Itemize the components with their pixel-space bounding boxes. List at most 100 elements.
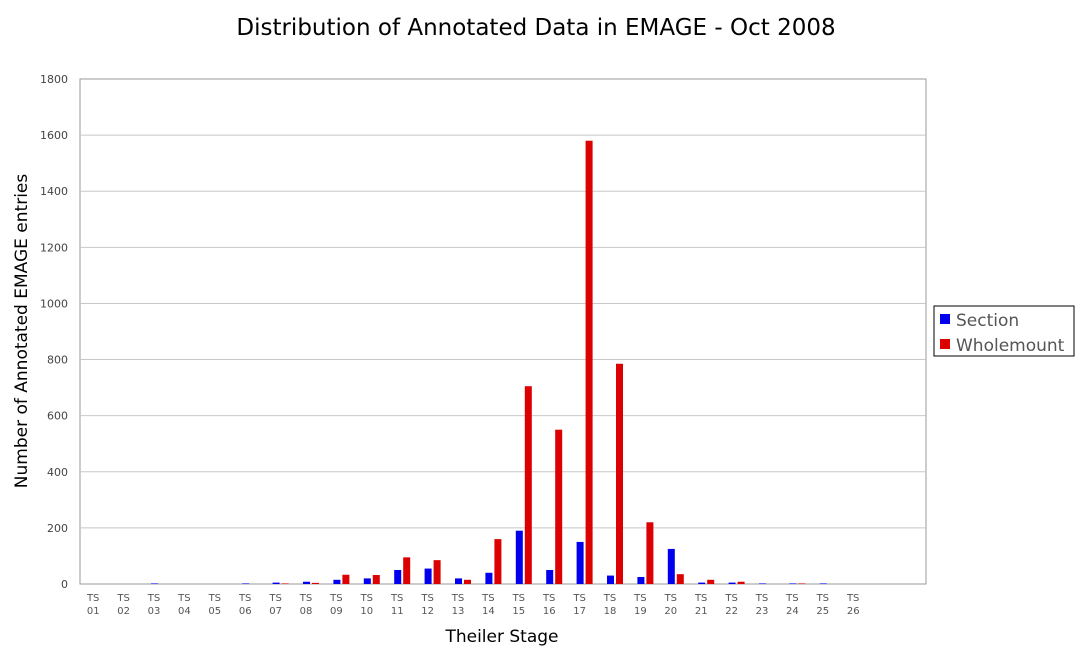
bar-wholemount-ts-14 bbox=[494, 539, 502, 584]
legend-label-wholemount: Wholemount bbox=[956, 336, 1065, 356]
y-tick-label: 1200 bbox=[40, 241, 68, 254]
x-tick-label: 07 bbox=[269, 606, 282, 617]
bar-wholemount-ts-19 bbox=[646, 522, 654, 584]
x-tick-label: TS bbox=[360, 593, 373, 604]
x-tick-label: 03 bbox=[148, 606, 161, 617]
bar-section-ts-08 bbox=[303, 581, 310, 584]
x-axis-ticks: TS 01 TS 02 TS 03 TS 04 TS 05 TS 06 TS 07 TS 08 TS 09 TS 10… bbox=[86, 593, 860, 617]
bar-section-ts-14 bbox=[485, 572, 493, 584]
x-tick-label: 21 bbox=[695, 606, 708, 617]
y-tick-label: 600 bbox=[47, 410, 68, 423]
bar-section-ts-18 bbox=[607, 575, 614, 584]
y-tick-label: 1800 bbox=[40, 73, 68, 86]
bar-section-ts-07 bbox=[272, 582, 280, 584]
bar-wholemount-ts-21 bbox=[707, 579, 715, 584]
bar-section-ts-06 bbox=[242, 583, 250, 584]
bar-section-ts-23 bbox=[759, 583, 766, 584]
x-tick-label: 26 bbox=[847, 606, 860, 617]
x-tick-label: TS bbox=[329, 593, 342, 604]
bar-section-ts-10 bbox=[363, 578, 371, 584]
y-axis-ticks: 0 200 400 600 800 1000 1200 1400 1600 1800 bbox=[40, 73, 68, 591]
bar-wholemount-ts-09 bbox=[342, 574, 350, 584]
x-tick-label: TS bbox=[633, 593, 646, 604]
x-tick-label: TS bbox=[299, 593, 312, 604]
x-tick-label: 14 bbox=[482, 606, 495, 617]
x-tick-label: TS bbox=[755, 593, 768, 604]
bar-wholemount-ts-13 bbox=[464, 579, 471, 584]
bar-section-ts-12 bbox=[424, 568, 432, 584]
x-tick-label: TS bbox=[390, 593, 403, 604]
bar-wholemount-ts-11 bbox=[403, 557, 411, 584]
bar-wholemount-ts-22 bbox=[737, 581, 745, 584]
x-tick-label: 09 bbox=[330, 606, 343, 617]
x-tick-label: TS bbox=[238, 593, 251, 604]
x-tick-label: TS bbox=[816, 593, 829, 604]
x-tick-label: 15 bbox=[512, 606, 525, 617]
legend-swatch-wholemount bbox=[940, 339, 950, 349]
bar-section-ts-22 bbox=[728, 582, 736, 584]
x-tick-label: TS bbox=[116, 593, 129, 604]
bar-section-ts-19 bbox=[637, 576, 645, 584]
x-tick-label: TS bbox=[208, 593, 221, 604]
x-tick-label: TS bbox=[846, 593, 859, 604]
x-tick-label: 16 bbox=[543, 606, 556, 617]
x-tick-label: TS bbox=[542, 593, 555, 604]
x-tick-label: TS bbox=[603, 593, 616, 604]
x-tick-label: TS bbox=[512, 593, 525, 604]
bar-wholemount-ts-24 bbox=[798, 583, 806, 584]
bar-wholemount-ts-18 bbox=[616, 363, 623, 584]
legend-swatch-section bbox=[940, 314, 950, 324]
x-tick-label: TS bbox=[147, 593, 160, 604]
bar-wholemount-ts-07 bbox=[281, 583, 289, 584]
bar-section-ts-24 bbox=[789, 583, 797, 584]
y-tick-label: 1600 bbox=[40, 129, 68, 142]
x-tick-label: 10 bbox=[360, 606, 373, 617]
y-tick-label: 0 bbox=[61, 578, 68, 591]
y-tick-label: 1400 bbox=[40, 185, 68, 198]
bar-section-ts-15 bbox=[515, 530, 523, 584]
bar-wholemount-ts-15 bbox=[524, 386, 532, 584]
x-tick-label: TS bbox=[268, 593, 281, 604]
x-tick-label: TS bbox=[420, 593, 433, 604]
bar-wholemount-ts-17 bbox=[585, 140, 593, 584]
x-tick-label: 25 bbox=[816, 606, 829, 617]
y-tick-label: 1000 bbox=[40, 297, 68, 310]
bar-section-ts-21 bbox=[698, 582, 706, 584]
x-tick-label: TS bbox=[724, 593, 737, 604]
x-tick-label: 05 bbox=[208, 606, 221, 617]
bars bbox=[151, 140, 827, 584]
x-tick-label: 24 bbox=[786, 606, 799, 617]
x-tick-label: TS bbox=[785, 593, 798, 604]
bar-section-ts-09 bbox=[333, 579, 341, 584]
bar-section-ts-03 bbox=[151, 583, 158, 584]
bar-section-ts-13 bbox=[455, 578, 462, 584]
x-tick-label: 11 bbox=[391, 606, 404, 617]
x-tick-label: 19 bbox=[634, 606, 647, 617]
x-tick-label: TS bbox=[177, 593, 190, 604]
bar-section-ts-25 bbox=[819, 583, 827, 584]
y-axis-label: Number of Annotated EMAGE entries bbox=[12, 174, 32, 489]
x-tick-label: 12 bbox=[421, 606, 434, 617]
plot-area bbox=[79, 78, 927, 585]
x-tick-label: TS bbox=[572, 593, 585, 604]
y-tick-label: 800 bbox=[47, 354, 68, 367]
bar-wholemount-ts-10 bbox=[372, 575, 380, 584]
x-tick-label: 18 bbox=[604, 606, 617, 617]
x-tick-label: 06 bbox=[239, 606, 252, 617]
bar-section-ts-17 bbox=[576, 541, 584, 584]
legend-label-section: Section bbox=[956, 311, 1019, 331]
x-tick-label: TS bbox=[86, 593, 99, 604]
x-tick-label: 01 bbox=[87, 606, 100, 617]
chart-title: Distribution of Annotated Data in EMAGE … bbox=[236, 15, 835, 41]
legend: Section Wholemount bbox=[933, 305, 1075, 357]
x-tick-label: 22 bbox=[725, 606, 738, 617]
x-tick-label: 08 bbox=[300, 606, 313, 617]
bar-section-ts-11 bbox=[394, 569, 402, 584]
bar-wholemount-ts-08 bbox=[312, 582, 319, 584]
x-tick-label: TS bbox=[694, 593, 707, 604]
x-tick-label: 02 bbox=[117, 606, 130, 617]
x-tick-label: 20 bbox=[664, 606, 677, 617]
x-axis-label: Theiler Stage bbox=[444, 627, 558, 647]
bar-wholemount-ts-16 bbox=[555, 429, 563, 584]
